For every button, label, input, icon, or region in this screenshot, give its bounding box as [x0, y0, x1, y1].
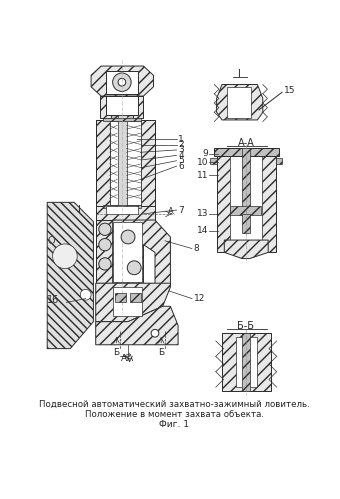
- Text: 16: 16: [47, 295, 60, 305]
- Text: А: А: [126, 354, 133, 363]
- Polygon shape: [217, 84, 263, 120]
- Text: I: I: [78, 205, 81, 215]
- Circle shape: [113, 73, 131, 91]
- Circle shape: [99, 258, 111, 270]
- Polygon shape: [96, 283, 170, 322]
- Polygon shape: [47, 202, 94, 349]
- Text: 9: 9: [202, 149, 208, 158]
- Bar: [113, 287, 142, 316]
- Bar: [103, 205, 141, 209]
- Text: 5: 5: [178, 156, 184, 165]
- Text: 11: 11: [197, 171, 208, 180]
- Text: 1: 1: [178, 135, 184, 144]
- Text: 2: 2: [178, 140, 184, 149]
- Text: 3: 3: [178, 146, 184, 155]
- Bar: [217, 148, 276, 252]
- Circle shape: [121, 230, 135, 244]
- Bar: [96, 120, 109, 206]
- Bar: [141, 120, 155, 206]
- Circle shape: [118, 78, 126, 86]
- Bar: [100, 96, 143, 118]
- Text: Б: Б: [114, 348, 120, 357]
- Text: А: А: [121, 354, 127, 363]
- Circle shape: [127, 261, 141, 275]
- Polygon shape: [113, 220, 170, 287]
- Text: 12: 12: [193, 294, 205, 303]
- Bar: [222, 333, 271, 391]
- Bar: [106, 96, 138, 115]
- Text: 10: 10: [197, 158, 208, 167]
- Text: А-А: А-А: [237, 138, 254, 148]
- Text: I: I: [238, 69, 241, 79]
- Text: 13: 13: [197, 210, 208, 219]
- Bar: [242, 148, 250, 214]
- Bar: [103, 118, 141, 121]
- Bar: [96, 206, 155, 220]
- Bar: [106, 206, 138, 214]
- Text: О: О: [47, 236, 55, 246]
- Text: Б-Б: Б-Б: [237, 320, 254, 330]
- Text: 15: 15: [284, 86, 295, 95]
- Text: 4: 4: [178, 151, 184, 160]
- Bar: [96, 120, 155, 206]
- Bar: [236, 337, 257, 387]
- Bar: [242, 333, 250, 391]
- Text: 6: 6: [178, 162, 184, 171]
- Bar: [231, 155, 262, 246]
- Bar: [226, 87, 251, 118]
- Bar: [96, 220, 155, 283]
- Bar: [109, 121, 141, 205]
- Bar: [214, 148, 279, 156]
- Circle shape: [99, 239, 111, 251]
- Bar: [276, 158, 282, 164]
- Text: 14: 14: [197, 227, 208, 236]
- Text: А: А: [168, 207, 174, 216]
- Text: 7: 7: [178, 206, 184, 215]
- Polygon shape: [91, 66, 153, 96]
- Bar: [115, 293, 126, 302]
- Text: Фиг. 1: Фиг. 1: [159, 420, 189, 429]
- Text: Б: Б: [158, 348, 164, 357]
- Text: Положение в момент захвата объекта.: Положение в момент захвата объекта.: [85, 410, 264, 419]
- Text: 8: 8: [193, 244, 199, 253]
- Bar: [242, 214, 250, 233]
- Bar: [111, 115, 133, 120]
- Bar: [231, 206, 261, 216]
- Bar: [118, 115, 126, 208]
- Polygon shape: [96, 306, 178, 345]
- Bar: [210, 158, 217, 164]
- Circle shape: [80, 289, 91, 300]
- Text: Подвесной автоматический захватно-зажимный ловитель.: Подвесной автоматический захватно-зажимн…: [39, 400, 310, 409]
- Bar: [106, 71, 138, 94]
- Bar: [96, 220, 113, 283]
- Bar: [113, 222, 142, 281]
- Circle shape: [151, 329, 159, 337]
- Circle shape: [99, 223, 111, 236]
- Circle shape: [53, 244, 77, 268]
- Polygon shape: [224, 240, 268, 258]
- Bar: [130, 293, 141, 302]
